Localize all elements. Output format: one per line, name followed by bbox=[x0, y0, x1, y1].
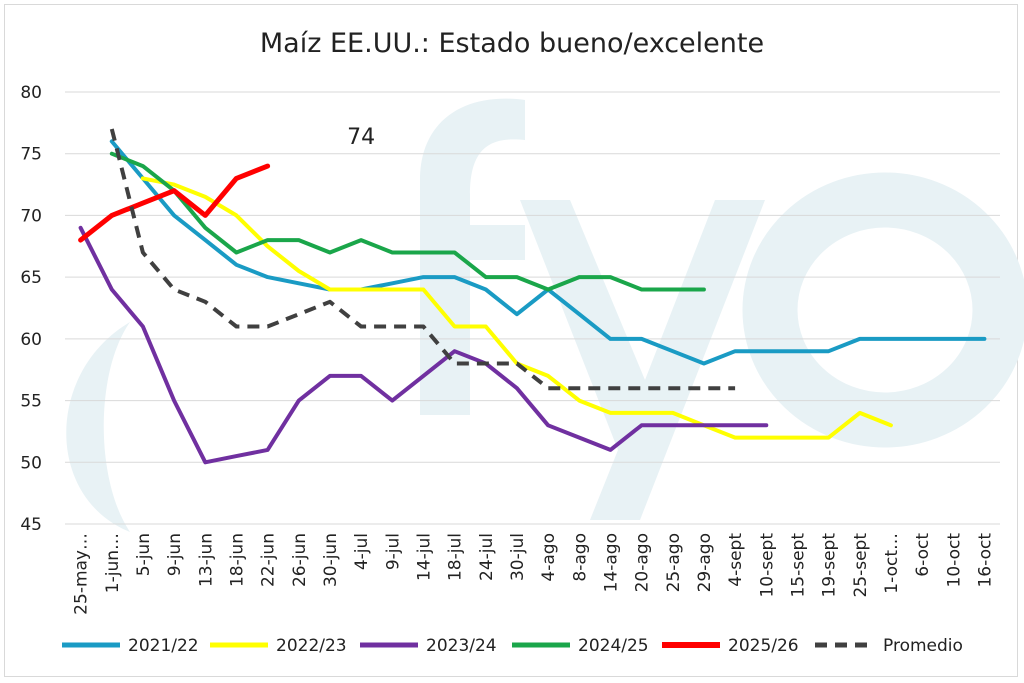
y-tick-label: 55 bbox=[20, 392, 42, 412]
x-tick-label: 24-jul bbox=[477, 533, 497, 581]
legend-item: 2023/24 bbox=[360, 636, 497, 656]
legend-item: 2021/22 bbox=[62, 636, 199, 656]
x-tick-label: 25-ago bbox=[664, 533, 684, 592]
y-tick-label: 60 bbox=[20, 330, 42, 350]
x-tick-label: 22-jun bbox=[259, 533, 279, 587]
legend-item: Promedio bbox=[815, 636, 963, 656]
x-tick-label: 1-jun… bbox=[103, 533, 123, 593]
x-tick-label: 10-oct bbox=[944, 533, 964, 588]
watermark-letter-f bbox=[420, 98, 525, 415]
series-line bbox=[78, 163, 271, 243]
x-tick-label: 18-jun bbox=[227, 533, 247, 587]
y-tick-label: 65 bbox=[20, 268, 42, 288]
y-tick-label: 80 bbox=[20, 83, 42, 103]
watermark-paren-left bbox=[66, 322, 130, 532]
legend-label: 2022/23 bbox=[276, 636, 347, 656]
x-tick-label: 6-oct bbox=[913, 533, 933, 577]
x-tick-label: 1-oct… bbox=[882, 533, 902, 594]
watermark-letter-y bbox=[520, 200, 765, 520]
series-line bbox=[109, 151, 706, 292]
data-label-annotation: 74 bbox=[347, 125, 375, 150]
x-tick-label: 4-jul bbox=[352, 533, 372, 570]
x-tick-label: 25-may… bbox=[72, 533, 92, 615]
legend-label: Promedio bbox=[883, 636, 963, 656]
series-promedio bbox=[109, 128, 736, 391]
x-tick-label: 14-ago bbox=[601, 533, 621, 592]
legend-item: 2022/23 bbox=[210, 636, 347, 656]
x-tick-label: 14-jul bbox=[414, 533, 434, 581]
legend-item: 2025/26 bbox=[662, 636, 799, 656]
series-2024-25 bbox=[109, 151, 706, 292]
series-2023-24 bbox=[78, 225, 769, 465]
y-tick-label: 50 bbox=[20, 453, 42, 473]
x-tick-label: 13-jun bbox=[196, 533, 216, 587]
x-tick-label: 10-sept bbox=[757, 533, 777, 598]
x-tick-label: 29-ago bbox=[695, 533, 715, 592]
x-tick-label: 25-sept bbox=[851, 533, 871, 598]
x-tick-label: 8-ago bbox=[570, 533, 590, 582]
x-tick-label: 20-ago bbox=[633, 533, 653, 592]
watermark-letter-o bbox=[742, 172, 1024, 448]
x-tick-label: 9-jul bbox=[383, 533, 403, 570]
y-tick-label: 75 bbox=[20, 145, 42, 165]
x-tick-label: 5-jun bbox=[134, 533, 154, 576]
legend-item: 2024/25 bbox=[512, 636, 649, 656]
series-line bbox=[78, 225, 769, 465]
legend: 2021/22 2022/23 2023/24 2024/25 2025/26 Prome… bbox=[62, 636, 963, 656]
x-tick-label: 30-jul bbox=[508, 533, 528, 581]
series-2025-26 bbox=[78, 163, 271, 243]
legend-label: 2023/24 bbox=[426, 636, 497, 656]
y-tick-label: 70 bbox=[20, 206, 42, 226]
x-tick-label: 19-sept bbox=[820, 533, 840, 598]
legend-label: 2024/25 bbox=[578, 636, 649, 656]
x-tick-label: 4-ago bbox=[539, 533, 559, 582]
x-tick-label: 16-oct bbox=[975, 533, 995, 588]
chart-title: Maíz EE.UU.: Estado bueno/excelente bbox=[260, 28, 764, 59]
x-tick-label: 26-jun bbox=[290, 533, 310, 587]
legend-label: 2021/22 bbox=[128, 636, 199, 656]
watermark-logo bbox=[66, 98, 1024, 532]
x-tick-label: 9-jun bbox=[165, 533, 185, 576]
series-line bbox=[109, 128, 736, 391]
x-tick-label: 15-sept bbox=[788, 533, 808, 598]
y-tick-label: 45 bbox=[20, 515, 42, 535]
legend-label: 2025/26 bbox=[728, 636, 799, 656]
x-tick-label: 4-sept bbox=[726, 533, 746, 587]
x-tick-label: 18-jul bbox=[446, 533, 466, 581]
x-tick-label: 30-jun bbox=[321, 533, 341, 587]
